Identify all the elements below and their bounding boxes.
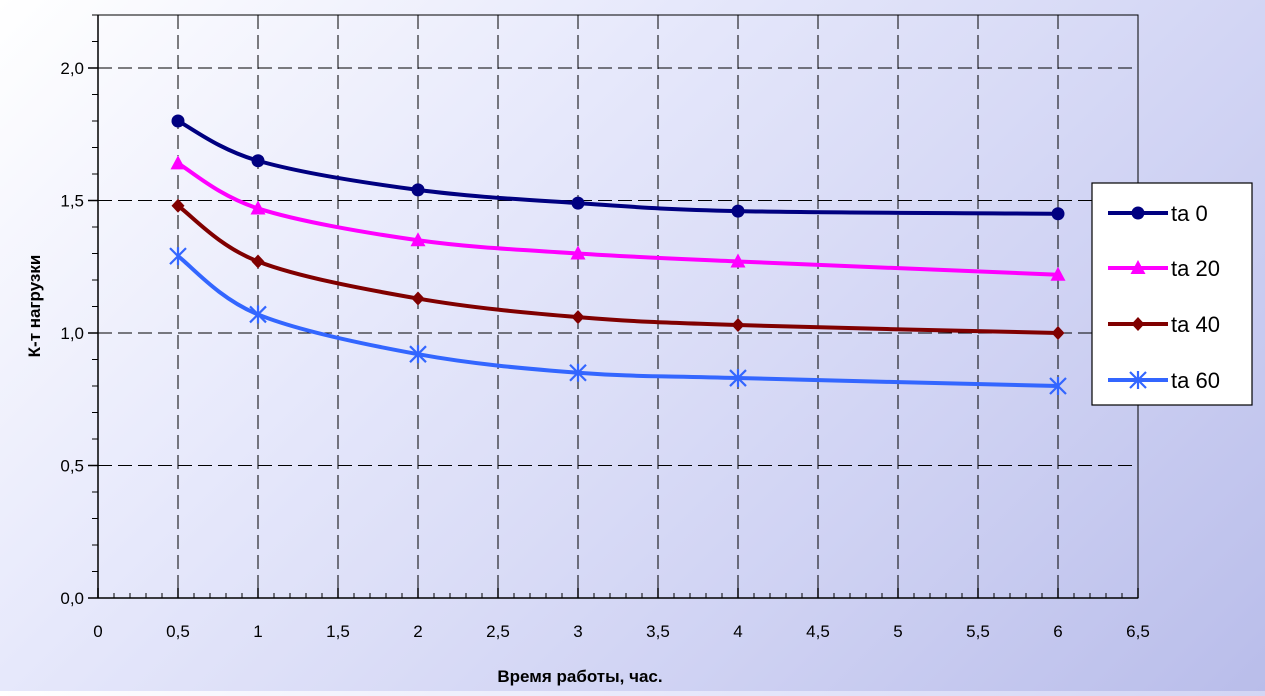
x-tick-label: 1 — [253, 622, 262, 641]
y-tick-label: 0,0 — [60, 589, 84, 608]
y-tick-label: 2,0 — [60, 59, 84, 78]
x-tick-label: 3 — [573, 622, 582, 641]
legend-label: ta 0 — [1171, 201, 1208, 226]
legend-label: ta 20 — [1171, 256, 1220, 281]
data-point — [252, 154, 265, 167]
x-tick-label: 1,5 — [326, 622, 350, 641]
x-axis-title: Время работы, час. — [497, 667, 662, 686]
data-point — [412, 292, 425, 306]
y-tick-label: 1,0 — [60, 324, 84, 343]
data-point — [252, 254, 265, 268]
data-point — [170, 247, 186, 265]
y-axis-title: К-т нагрузки — [25, 255, 44, 358]
series-line — [178, 121, 1058, 214]
x-tick-label: 5 — [893, 622, 902, 641]
x-tick-label: 4,5 — [806, 622, 830, 641]
x-tick-label: 4 — [733, 622, 742, 641]
data-point — [732, 205, 745, 218]
plot-area: 0,0 0,5 1,0 1,5 2,0 0 0,5 1 1,5 2 2,5 3 3,5 4 4,5 5 5,5 6… — [60, 15, 1149, 641]
data-point — [732, 318, 745, 332]
x-tick-label: 6,5 — [1126, 622, 1150, 641]
y-tick-label: 1,5 — [60, 192, 84, 211]
x-tick-label: 2,5 — [486, 622, 510, 641]
legend-label: ta 40 — [1171, 312, 1220, 337]
data-point — [572, 197, 585, 210]
legend-label: ta 60 — [1171, 368, 1220, 393]
x-tick-label: 6 — [1053, 622, 1062, 641]
y-tick-label: 0,5 — [60, 457, 84, 476]
legend-swatch-marker — [1132, 207, 1145, 220]
plot-border — [98, 15, 1138, 598]
x-tick-label: 5,5 — [966, 622, 990, 641]
x-tick-label: 2 — [413, 622, 422, 641]
x-tick-label: 0,5 — [166, 622, 190, 641]
data-point — [171, 155, 186, 169]
data-point — [1052, 326, 1065, 340]
data-point — [412, 183, 425, 196]
legend: ta 0 ta 20 ta 40 ta 60 — [1092, 183, 1252, 405]
data-point — [172, 115, 185, 128]
data-point — [572, 310, 585, 324]
data-point — [1052, 207, 1065, 220]
x-tick-label: 0 — [93, 622, 102, 641]
x-tick-label: 3,5 — [646, 622, 670, 641]
series-line — [178, 163, 1058, 274]
data-point — [250, 305, 266, 323]
